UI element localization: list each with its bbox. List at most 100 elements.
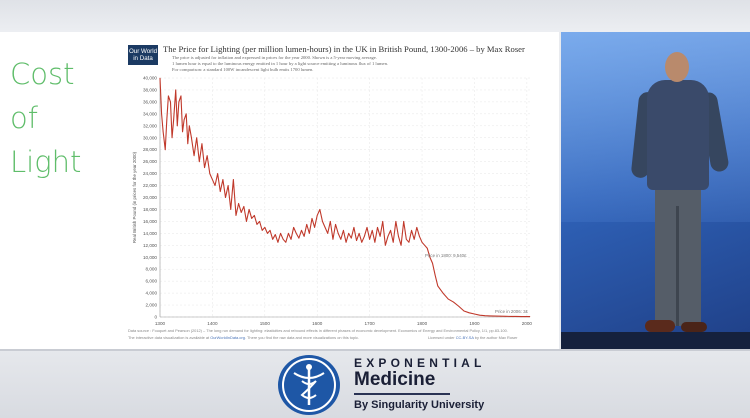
y-tick-label: 16,000 (143, 219, 157, 224)
speaker-head (665, 52, 689, 82)
data-point (227, 185, 229, 186)
data-point (251, 218, 253, 219)
data-point (505, 315, 507, 317)
data-point (280, 233, 281, 234)
data-point (319, 209, 321, 210)
y-tick-label: 12,000 (143, 243, 157, 248)
data-point (343, 230, 344, 231)
data-point (233, 179, 234, 180)
data-point (293, 227, 294, 228)
data-point (309, 233, 310, 234)
license: Licensed under CC-BY-SA by the author Ma… (428, 335, 517, 340)
data-point (248, 209, 250, 210)
data-point (178, 101, 180, 103)
data-point (274, 234, 276, 235)
speaker-shoe (681, 322, 707, 332)
x-tick-label: 1500 (260, 321, 271, 326)
data-point (468, 312, 470, 314)
brand-divider (354, 393, 450, 395)
data-point (264, 227, 266, 228)
brand-sub: By Singularity University (354, 399, 485, 411)
data-point (453, 301, 454, 303)
caduceus-logo-icon (278, 355, 340, 415)
y-tick-label: 26,000 (143, 159, 157, 164)
data-point (495, 315, 496, 317)
data-point (314, 227, 315, 228)
note-suffix: . There you find the raw data and more v… (244, 335, 360, 340)
data-point (442, 292, 444, 294)
data-point (191, 137, 192, 139)
data-point (164, 149, 166, 151)
data-point (474, 313, 475, 315)
data-point (246, 221, 247, 222)
data-point (382, 221, 384, 222)
data-point (398, 235, 399, 237)
data-point (516, 316, 517, 317)
data-point (204, 167, 205, 168)
data-point (212, 179, 213, 180)
data-point (166, 119, 168, 121)
data-point (311, 218, 313, 219)
data-point (484, 315, 486, 317)
x-tick-label: 1400 (207, 321, 218, 326)
data-point (510, 316, 512, 317)
data-point (170, 101, 171, 103)
owid-link[interactable]: OurWorldInData.org (210, 335, 245, 340)
data-point (340, 238, 342, 240)
speaker-torso (647, 80, 709, 190)
data-point (329, 221, 331, 222)
data-point (447, 298, 449, 300)
data-point (253, 215, 255, 216)
chart-container: 0 2,000 4,000 6,000 8,000 10,000 12,000 14,000 1… (126, 42, 546, 348)
speaker-video (561, 32, 750, 349)
data-point (272, 238, 274, 240)
data-point (387, 235, 389, 237)
data-point (371, 230, 373, 231)
slide-title: Cost of Light (10, 52, 110, 184)
data-point (269, 230, 271, 231)
data-point (209, 173, 211, 174)
data-point (434, 274, 436, 276)
data-point (295, 233, 297, 234)
y-tick-label: 0 (154, 315, 157, 320)
y-tick-label: 14,000 (143, 231, 157, 236)
y-tick-label: 8,000 (146, 267, 158, 272)
data-point (426, 247, 428, 249)
y-tick-label: 32,000 (143, 123, 157, 128)
presentation-slide: Cost of Light 0 2,000 4,000 6,000 8,000 10,00… (0, 32, 559, 349)
y-tick-label: 30,000 (143, 135, 157, 140)
data-point (219, 191, 221, 192)
data-point (282, 238, 284, 240)
slide-title-line: Cost (10, 57, 75, 91)
license-link[interactable]: CC-BY-SA (455, 335, 474, 340)
data-point (230, 209, 232, 210)
frame-top (0, 0, 750, 32)
x-tick-label: 2000 (522, 321, 533, 326)
y-tick-label: 18,000 (143, 207, 157, 212)
x-tick-label: 1800 (417, 321, 428, 326)
data-point (335, 224, 336, 225)
data-point (400, 244, 402, 246)
y-tick-label: 38,000 (143, 87, 157, 92)
frame-bottom (0, 349, 750, 418)
chart-subtitle-line: 1 lumen hour is equal to the luminous en… (172, 61, 389, 66)
data-point (183, 119, 185, 121)
data-point (235, 215, 237, 216)
logo-line: in Data (133, 55, 153, 62)
data-point (162, 131, 164, 133)
data-point (196, 137, 198, 139)
y-tick-label: 6,000 (146, 279, 158, 284)
data-point (364, 235, 365, 237)
data-point (240, 212, 242, 213)
data-point (256, 224, 258, 225)
x-tick-label: 1700 (365, 321, 376, 326)
data-point (173, 119, 174, 121)
data-point (385, 244, 386, 246)
data-point (390, 230, 391, 231)
line-chart: 0 2,000 4,000 6,000 8,000 10,000 12,000 14,000 1… (132, 76, 533, 327)
data-point (395, 221, 397, 222)
data-point (261, 230, 263, 231)
data-point (332, 238, 334, 240)
data-point (176, 125, 178, 127)
data-point (489, 315, 491, 317)
